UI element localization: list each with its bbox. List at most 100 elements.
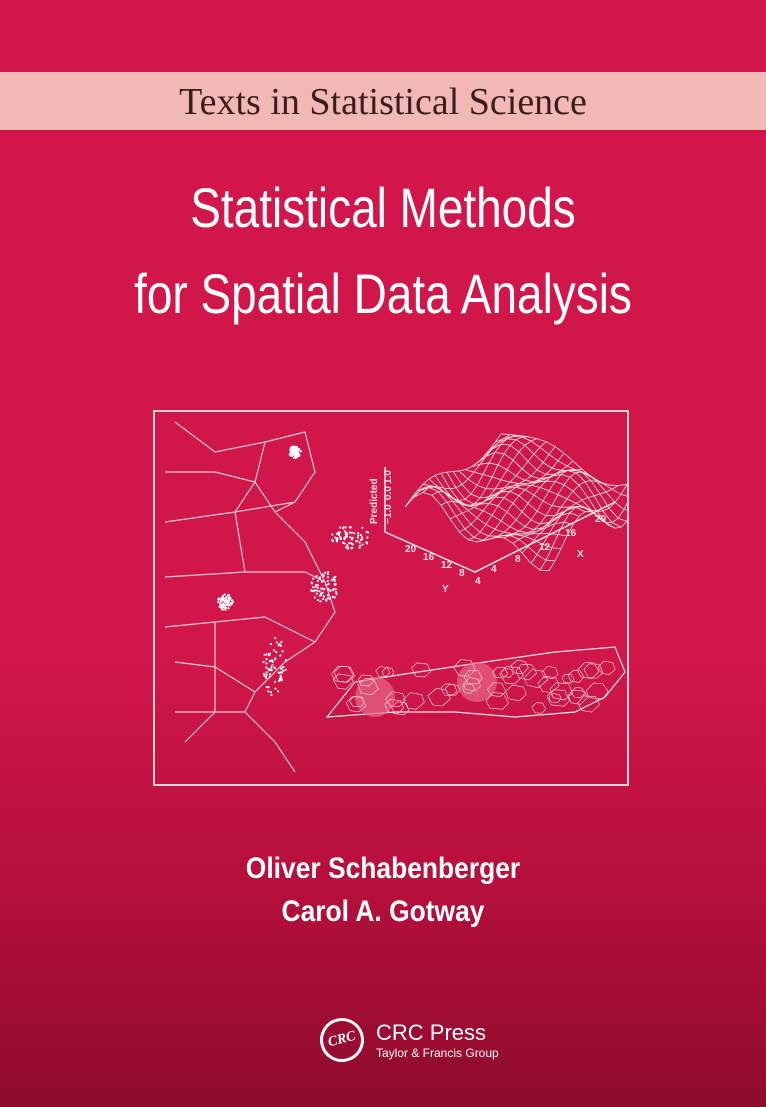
data-point (333, 536, 337, 539)
data-point (334, 588, 337, 591)
data-point (321, 580, 324, 583)
x-tick: 20 (595, 514, 607, 525)
data-point (292, 446, 295, 449)
data-point (351, 536, 354, 539)
data-point (348, 541, 351, 544)
x-tick: 16 (565, 528, 577, 539)
data-point (278, 679, 281, 682)
data-point (216, 600, 220, 603)
data-point (275, 651, 278, 654)
y-axis-label: Y (442, 584, 449, 595)
data-point (348, 526, 351, 529)
data-point (366, 536, 369, 539)
y-tick: 8 (459, 568, 465, 579)
data-point (228, 594, 231, 597)
data-point (274, 667, 277, 670)
author-2: Carol A. Gotway (281, 895, 485, 928)
data-point (316, 586, 320, 589)
data-point (331, 595, 335, 599)
data-point (343, 542, 346, 545)
data-point (219, 599, 223, 602)
data-point (345, 546, 348, 549)
county-cell (349, 695, 365, 708)
county-cell (577, 695, 600, 713)
mesh-line (431, 436, 529, 507)
data-point (356, 536, 359, 539)
point-clusters (216, 445, 370, 696)
data-point (279, 675, 283, 678)
data-point (290, 446, 293, 450)
data-point (227, 607, 230, 610)
mesh-line (404, 433, 502, 508)
data-point (357, 532, 360, 535)
county-cell (462, 677, 481, 692)
county-cell (391, 701, 410, 716)
data-point (279, 667, 283, 670)
data-point (333, 579, 336, 583)
data-point (326, 576, 329, 579)
mesh-line (539, 502, 627, 571)
data-point (275, 641, 278, 644)
data-point (231, 599, 234, 602)
data-point (267, 652, 271, 656)
data-point (267, 690, 270, 693)
county-cell (463, 670, 483, 685)
county-cell (375, 666, 391, 678)
data-point (288, 453, 291, 456)
mesh-line (482, 443, 627, 522)
y-tick: 20 (405, 544, 417, 555)
north-carolina-map (325, 646, 626, 718)
data-point (321, 591, 324, 594)
data-point (353, 532, 356, 535)
data-point (345, 531, 348, 534)
y-tick: 16 (423, 552, 435, 563)
data-point (268, 669, 271, 672)
data-point (263, 674, 266, 677)
mesh-line (512, 480, 610, 544)
county-cell (548, 693, 562, 703)
county-cell (461, 683, 476, 694)
data-point (297, 451, 300, 454)
data-point (265, 673, 268, 676)
data-point (322, 597, 325, 601)
data-point (358, 541, 361, 544)
series-title: Texts in Statistical Science (179, 81, 587, 123)
data-point (223, 606, 226, 609)
data-point (321, 587, 325, 590)
mesh-line (440, 473, 586, 525)
mesh-line (548, 511, 627, 571)
data-point (316, 580, 319, 583)
data-point (332, 588, 335, 591)
data-point (280, 640, 283, 643)
data-point (222, 603, 225, 606)
data-point (358, 546, 361, 549)
data-point (263, 653, 266, 656)
county-cell (499, 666, 524, 685)
data-point (313, 589, 317, 592)
data-point (274, 637, 277, 640)
data-point (262, 660, 265, 664)
data-point (346, 547, 350, 550)
data-point (361, 526, 364, 529)
x-tick: 12 (539, 542, 551, 553)
data-point (339, 536, 342, 540)
data-point (328, 597, 331, 600)
data-point (322, 574, 325, 577)
county-cell (541, 665, 559, 680)
county-cell (345, 696, 367, 713)
data-point (277, 671, 281, 674)
data-point (268, 675, 271, 678)
data-point (365, 530, 368, 534)
crc-logo: CRC (315, 1013, 369, 1067)
data-point (326, 571, 330, 574)
book-title-line2: for Spatial Data Analysis (134, 262, 632, 325)
data-point (346, 544, 349, 547)
data-point (226, 602, 230, 605)
data-point (359, 533, 363, 537)
mesh-line (521, 485, 619, 554)
data-point (357, 534, 360, 537)
mesh-line (464, 469, 610, 526)
book-title-line1: Statistical Methods (190, 176, 576, 239)
county-cell (487, 682, 507, 697)
data-point (264, 676, 268, 679)
